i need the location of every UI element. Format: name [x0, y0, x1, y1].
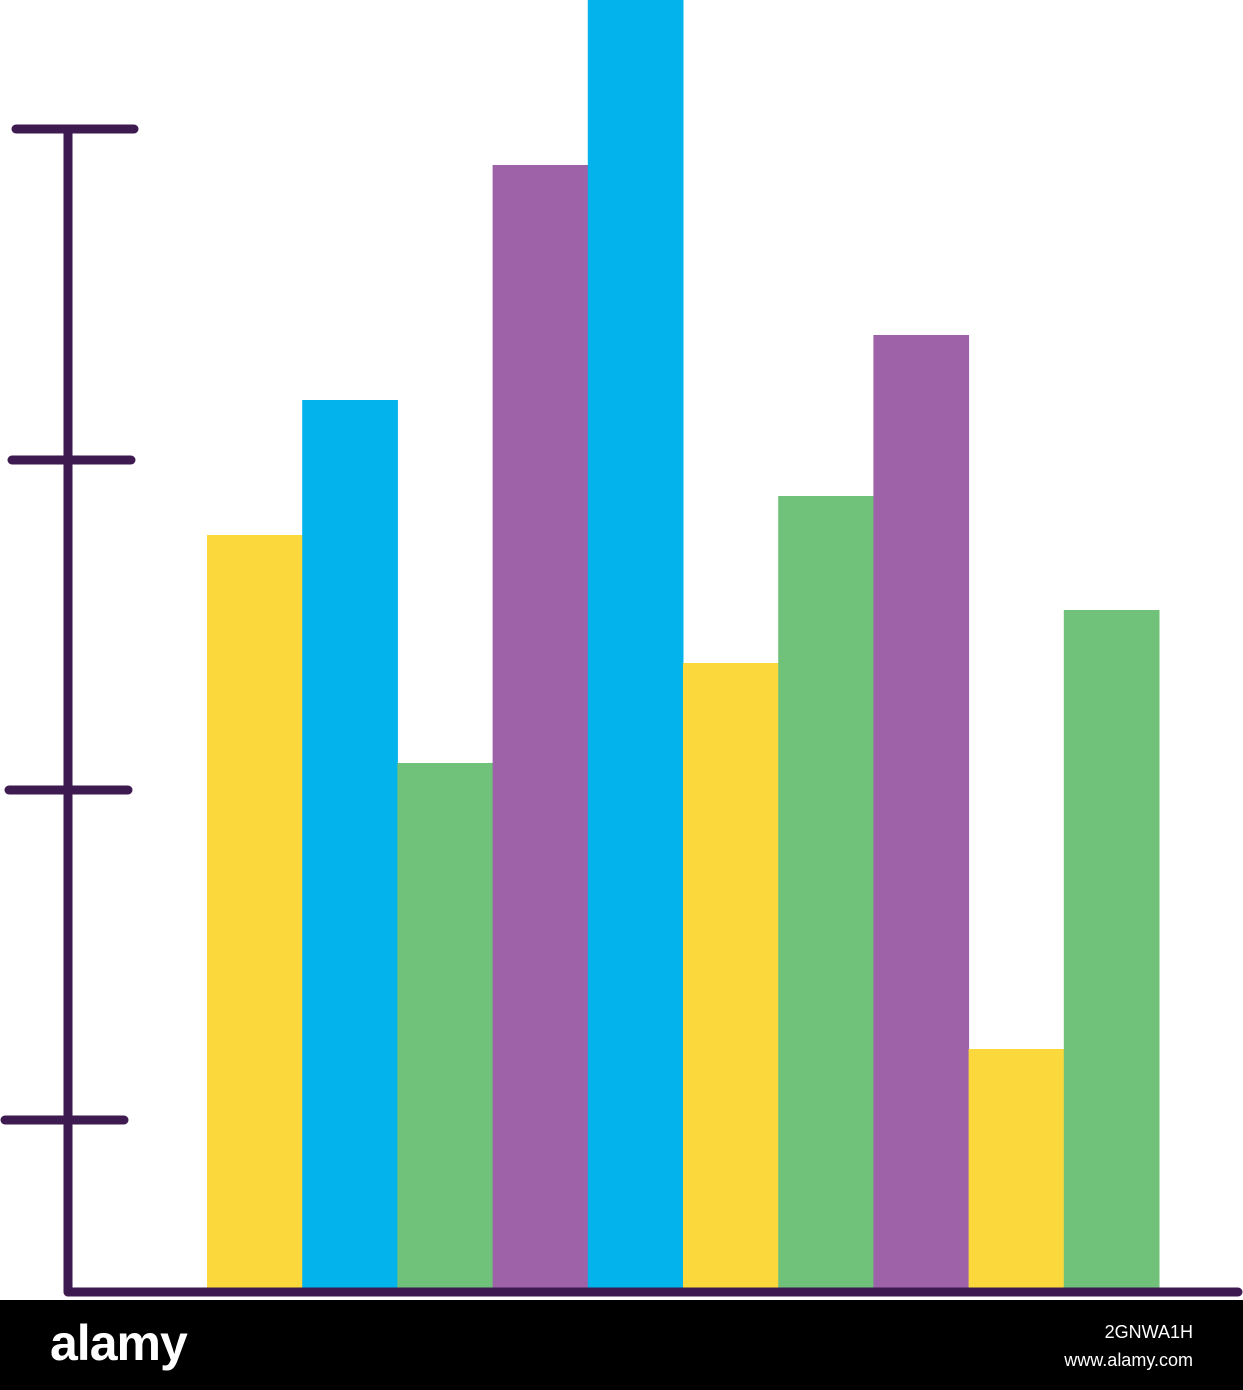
bar [492, 165, 589, 1290]
bar [587, 0, 684, 1290]
bar [683, 663, 779, 1290]
image-id: 2GNWA1H [1104, 1322, 1193, 1342]
site: www.alamy.com [1064, 1350, 1193, 1370]
axes [0, 124, 1243, 1297]
bar [302, 400, 398, 1290]
logo: alamy [50, 1315, 188, 1371]
bar [1063, 610, 1160, 1290]
bar [778, 496, 874, 1290]
footer: alamy 2GNWA1H www.alamy.com [0, 1300, 1243, 1390]
chart [0, 0, 1243, 1297]
bar [397, 763, 494, 1290]
bar [207, 535, 303, 1290]
bar [968, 1049, 1065, 1290]
bar [873, 335, 970, 1290]
